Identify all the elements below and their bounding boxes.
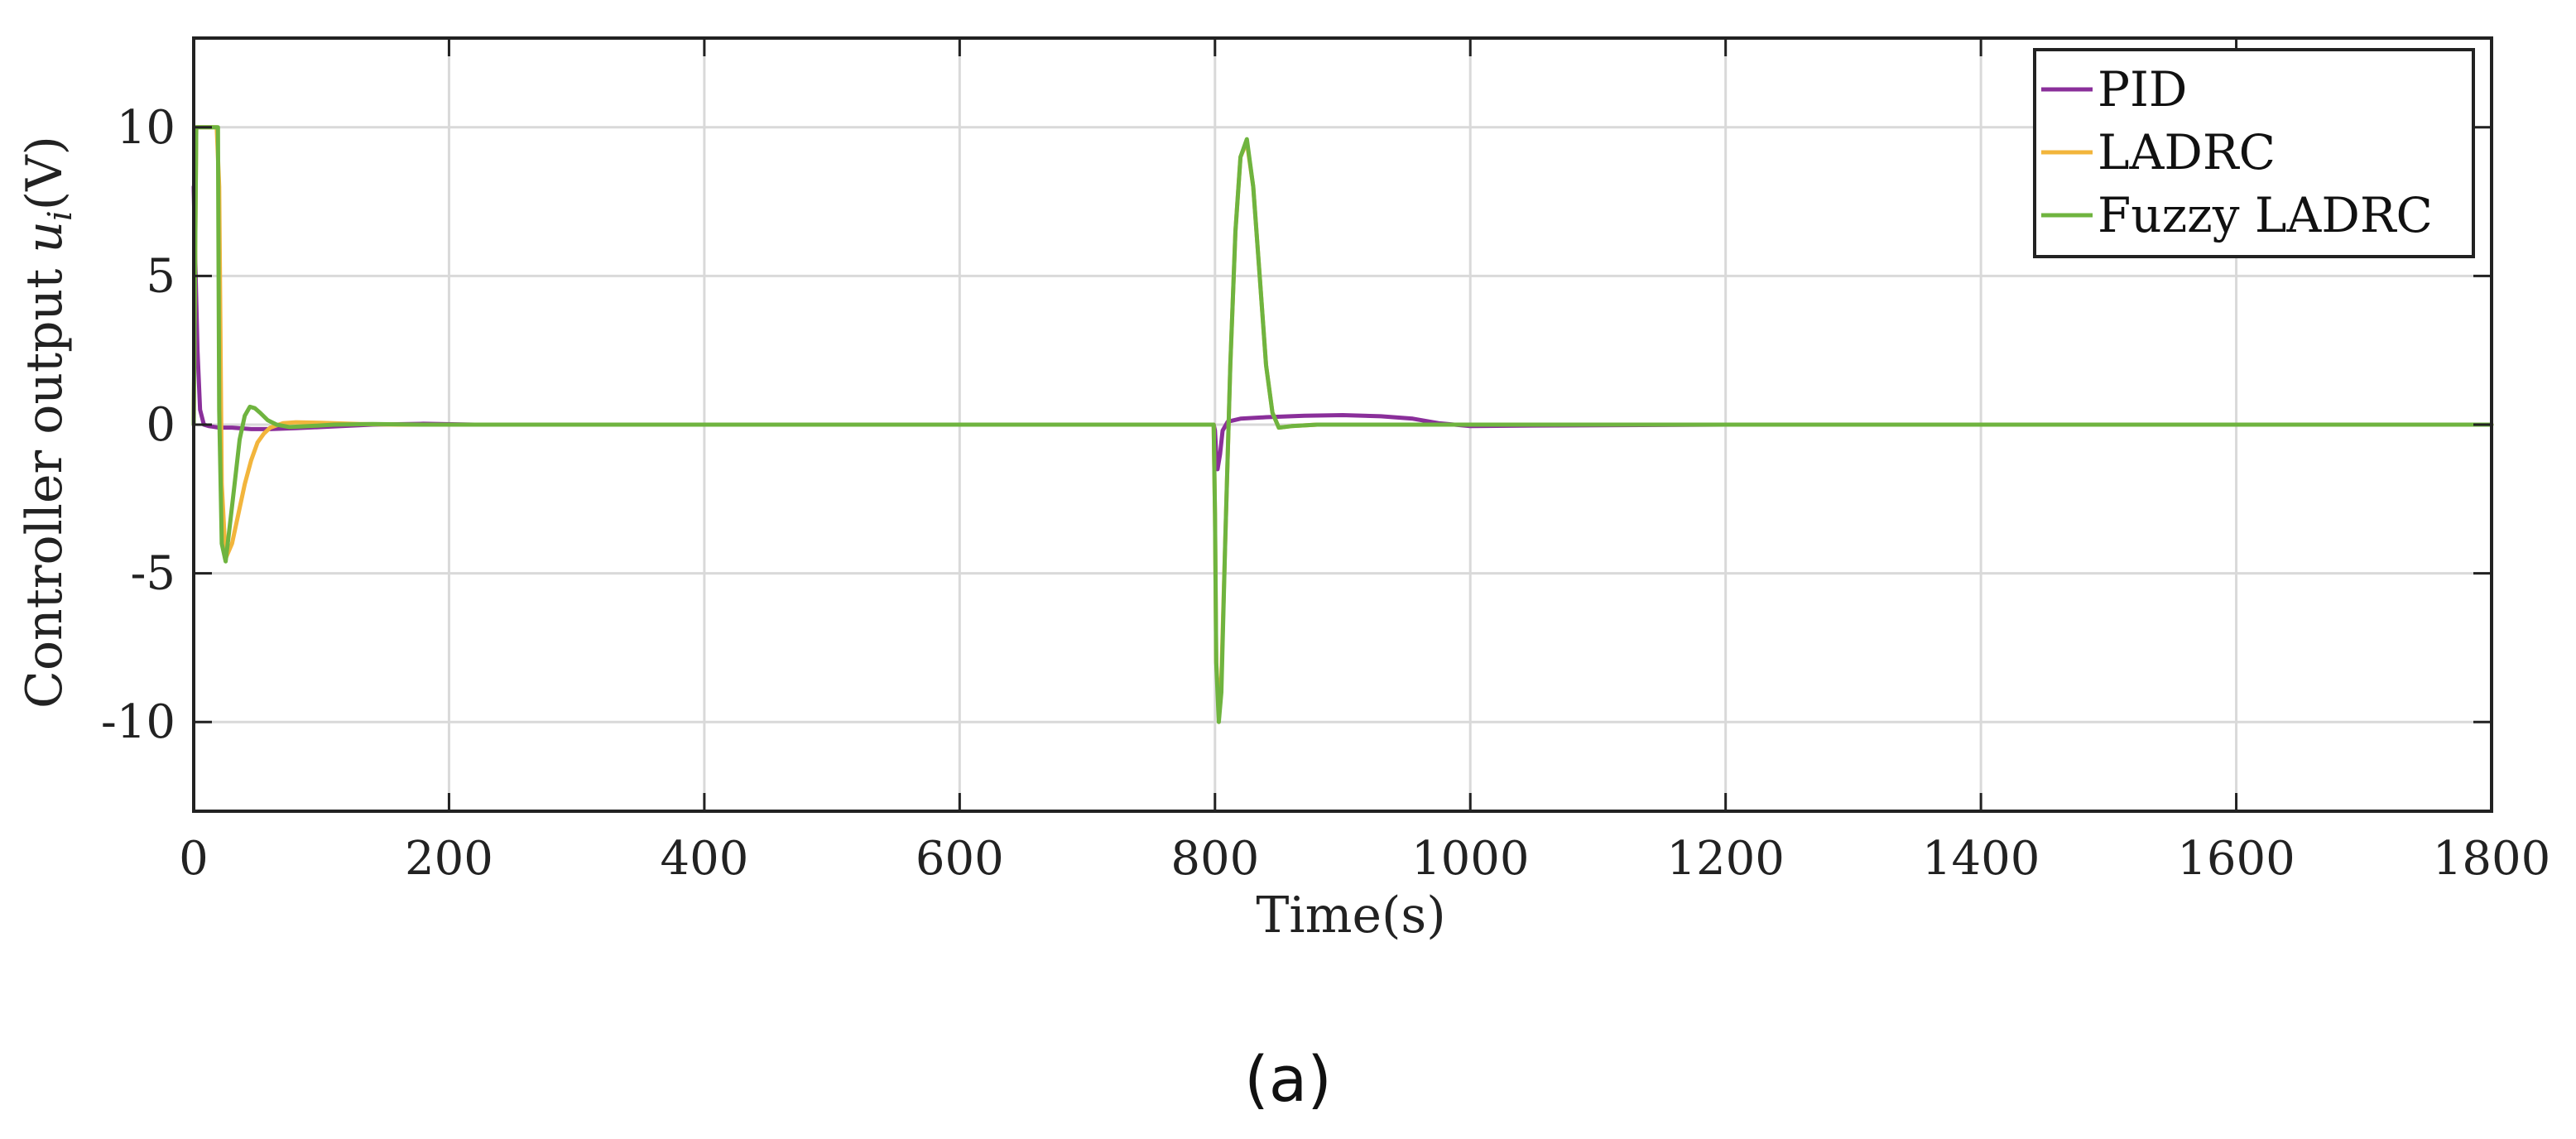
x-tick-label: 600 [916,832,1004,886]
y-tick-label: 10 [117,101,175,155]
x-tick-label: 1200 [1666,832,1785,886]
x-tick-label: 1000 [1411,832,1530,886]
y-axis-label: Controller output ui(V) [16,136,79,709]
y-tick-labels: 10 5 0 -5 -10 [101,101,175,749]
x-tick-label: 800 [1170,832,1259,886]
y-axis-label-text: Controller output [16,253,74,709]
figure-caption: (a) [1244,1042,1332,1116]
axis-ticks [192,38,2493,811]
x-tick-label: 400 [660,832,748,886]
x-tick-label: 1600 [2177,832,2295,886]
series-lines [191,125,2494,724]
y-tick-label: -5 [130,547,175,601]
legend-label: Fuzzy LADRC [2098,187,2433,243]
x-axis-label: Time(s) [1256,887,1445,944]
y-tick-label: 0 [146,398,175,452]
y-axis-label-subscript: i [41,210,79,221]
x-tick-labels: 0 200 400 600 800 1000 1200 1400 1600 1800 [179,832,2550,886]
legend: PID LADRC Fuzzy LADRC [2033,48,2475,258]
y-axis-label-symbol: u [16,221,74,253]
y-tick-label: 5 [146,249,175,303]
legend-box [2033,48,2475,258]
x-tick-label: 200 [405,832,493,886]
legend-label: PID [2098,61,2187,118]
y-tick-label: -10 [101,695,175,749]
y-axis-label-unit: (V) [16,136,74,210]
legend-label: LADRC [2098,124,2276,180]
x-tick-label: 0 [179,832,209,886]
series-line-fuzzy-ladrc [191,125,2494,724]
x-tick-label: 1800 [2433,832,2551,886]
x-tick-label: 1400 [1922,832,2040,886]
